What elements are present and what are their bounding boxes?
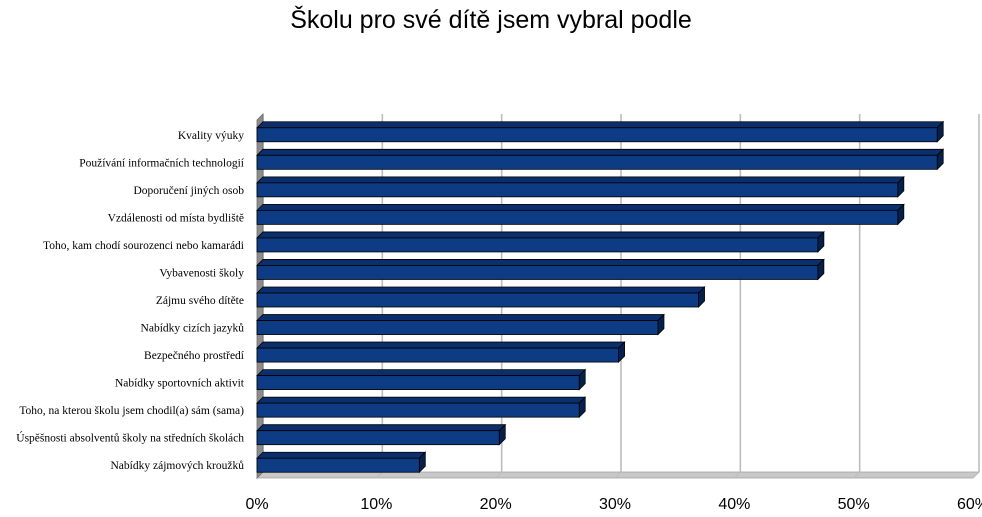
bar — [256, 313, 665, 336]
bar-front-face — [256, 127, 938, 143]
bar-front-face — [256, 265, 819, 280]
bar — [256, 423, 507, 446]
bar — [256, 368, 587, 391]
category-label: Vybavenosti školy — [159, 267, 244, 279]
bar-top-face — [256, 396, 587, 404]
bar-front-face — [256, 237, 819, 253]
category-label: Nabídky sportovních aktivit — [115, 378, 245, 390]
bar-front-face — [256, 154, 938, 170]
category-label: Úspěšnosti absolventů školy na středních… — [16, 431, 244, 445]
bar-front-face — [256, 430, 500, 446]
chart-title: Školu pro své dítě jsem vybral podle — [290, 6, 692, 34]
x-tick-label: 0% — [245, 496, 268, 513]
bar-top-face — [256, 259, 825, 266]
bar-front-face — [256, 320, 659, 335]
gridline-floor — [495, 471, 503, 479]
bar-front-face — [256, 375, 580, 391]
gridline-floor — [853, 471, 861, 479]
bar — [256, 148, 945, 171]
bar — [256, 258, 825, 281]
bar-front-face — [256, 402, 580, 418]
category-label: Toho, na kterou školu jsem chodil(a) sám… — [19, 405, 244, 417]
bar — [256, 120, 945, 143]
bar — [256, 230, 825, 253]
x-tick-label: 10% — [360, 496, 392, 513]
bar-top-face — [256, 286, 706, 294]
bar-top-face — [256, 341, 626, 349]
category-label: Doporučení jiných osob — [133, 185, 244, 197]
x-tick-label: 20% — [480, 496, 512, 513]
gridline-floor — [972, 471, 980, 479]
gridline-floor — [614, 471, 622, 479]
bar — [256, 451, 427, 474]
bar — [256, 396, 587, 419]
bar-front-face — [256, 347, 619, 363]
bar-top-face — [256, 451, 427, 459]
x-tick-label: 30% — [599, 496, 631, 513]
bar — [256, 203, 905, 226]
bar-front-face — [256, 182, 899, 198]
x-tick-label: 50% — [838, 496, 870, 513]
bar-front-face — [256, 457, 420, 473]
bar-top-face — [256, 176, 905, 184]
category-label: Nabídky cizích jazyků — [141, 322, 245, 335]
x-tick-label: 60% — [957, 496, 982, 513]
bar-top-face — [256, 203, 905, 211]
gridline-floor — [733, 471, 741, 479]
bar-front-face — [256, 292, 699, 308]
bar-top-face — [256, 121, 945, 129]
bar-top-face — [256, 231, 825, 239]
category-label: Kvality výuky — [178, 130, 244, 142]
bar-front-face — [256, 209, 899, 225]
bar — [256, 286, 706, 308]
bar-top-face — [256, 314, 665, 321]
category-label: Nabídky zájmových kroužků — [111, 459, 245, 472]
category-label: Bezpečného prostředí — [144, 350, 245, 362]
bar-top-face — [256, 148, 945, 156]
bar — [256, 341, 626, 364]
category-label: Vzdálenosti od místa bydliště — [108, 212, 244, 224]
bar — [256, 175, 905, 198]
bar-top-face — [256, 369, 587, 377]
bar-top-face — [256, 424, 507, 432]
gridline-floor — [375, 471, 383, 479]
category-label: Toho, kam chodí sourozenci nebo kamarádi — [43, 240, 244, 252]
category-label: Zájmu svého dítěte — [156, 295, 244, 307]
category-label: Používání informačních technologií — [79, 157, 245, 169]
x-tick-label: 40% — [718, 496, 750, 513]
